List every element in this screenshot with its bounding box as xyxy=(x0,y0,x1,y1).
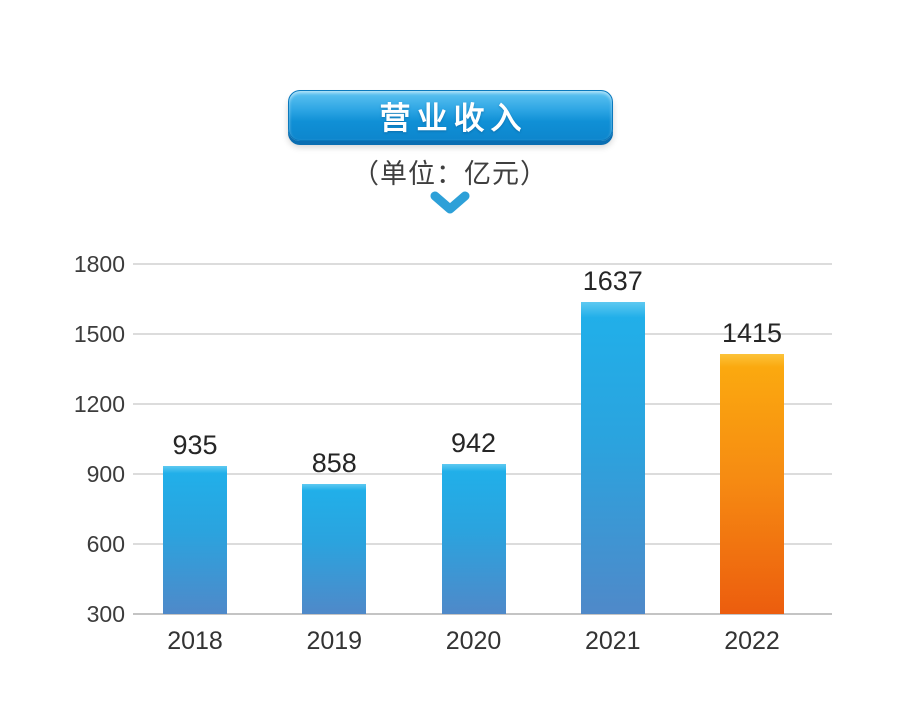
bar-2018 xyxy=(163,465,227,614)
value-label-2018: 935 xyxy=(172,429,218,460)
grid-line-1200 xyxy=(133,403,832,405)
bar-2022 xyxy=(720,353,784,614)
x-tick-label-2019: 2019 xyxy=(306,627,363,655)
bar-2019 xyxy=(302,483,367,614)
page-title: 营业收入 xyxy=(379,101,528,136)
value-label-2022: 1415 xyxy=(721,317,783,348)
bar-2021 xyxy=(580,302,645,614)
y-tick-label: 600 xyxy=(86,531,125,557)
y-tick-label: 1800 xyxy=(73,251,125,277)
unit-label: （单位：亿元） xyxy=(352,159,548,189)
x-tick-label-2018: 2018 xyxy=(167,627,223,655)
grid-line-1800 xyxy=(133,263,832,265)
bar-2020 xyxy=(441,464,506,614)
y-tick-label: 900 xyxy=(86,461,125,487)
x-tick-label-2022: 2022 xyxy=(724,627,780,655)
x-tick-label-2021: 2021 xyxy=(584,627,641,655)
y-tick-label: 300 xyxy=(86,601,125,627)
y-tick-label: 1200 xyxy=(73,391,125,417)
title-badge: 营业收入 xyxy=(288,90,613,141)
y-tick-label: 1500 xyxy=(73,321,125,347)
chevron-down-icon xyxy=(430,191,470,214)
value-label-2019: 858 xyxy=(311,447,357,478)
value-label-2021: 1637 xyxy=(582,266,643,297)
grid-line-300 xyxy=(133,613,832,615)
x-tick-label-2020: 2020 xyxy=(445,627,502,655)
grid-line-1500 xyxy=(133,333,832,335)
value-label-2020: 942 xyxy=(450,428,497,459)
